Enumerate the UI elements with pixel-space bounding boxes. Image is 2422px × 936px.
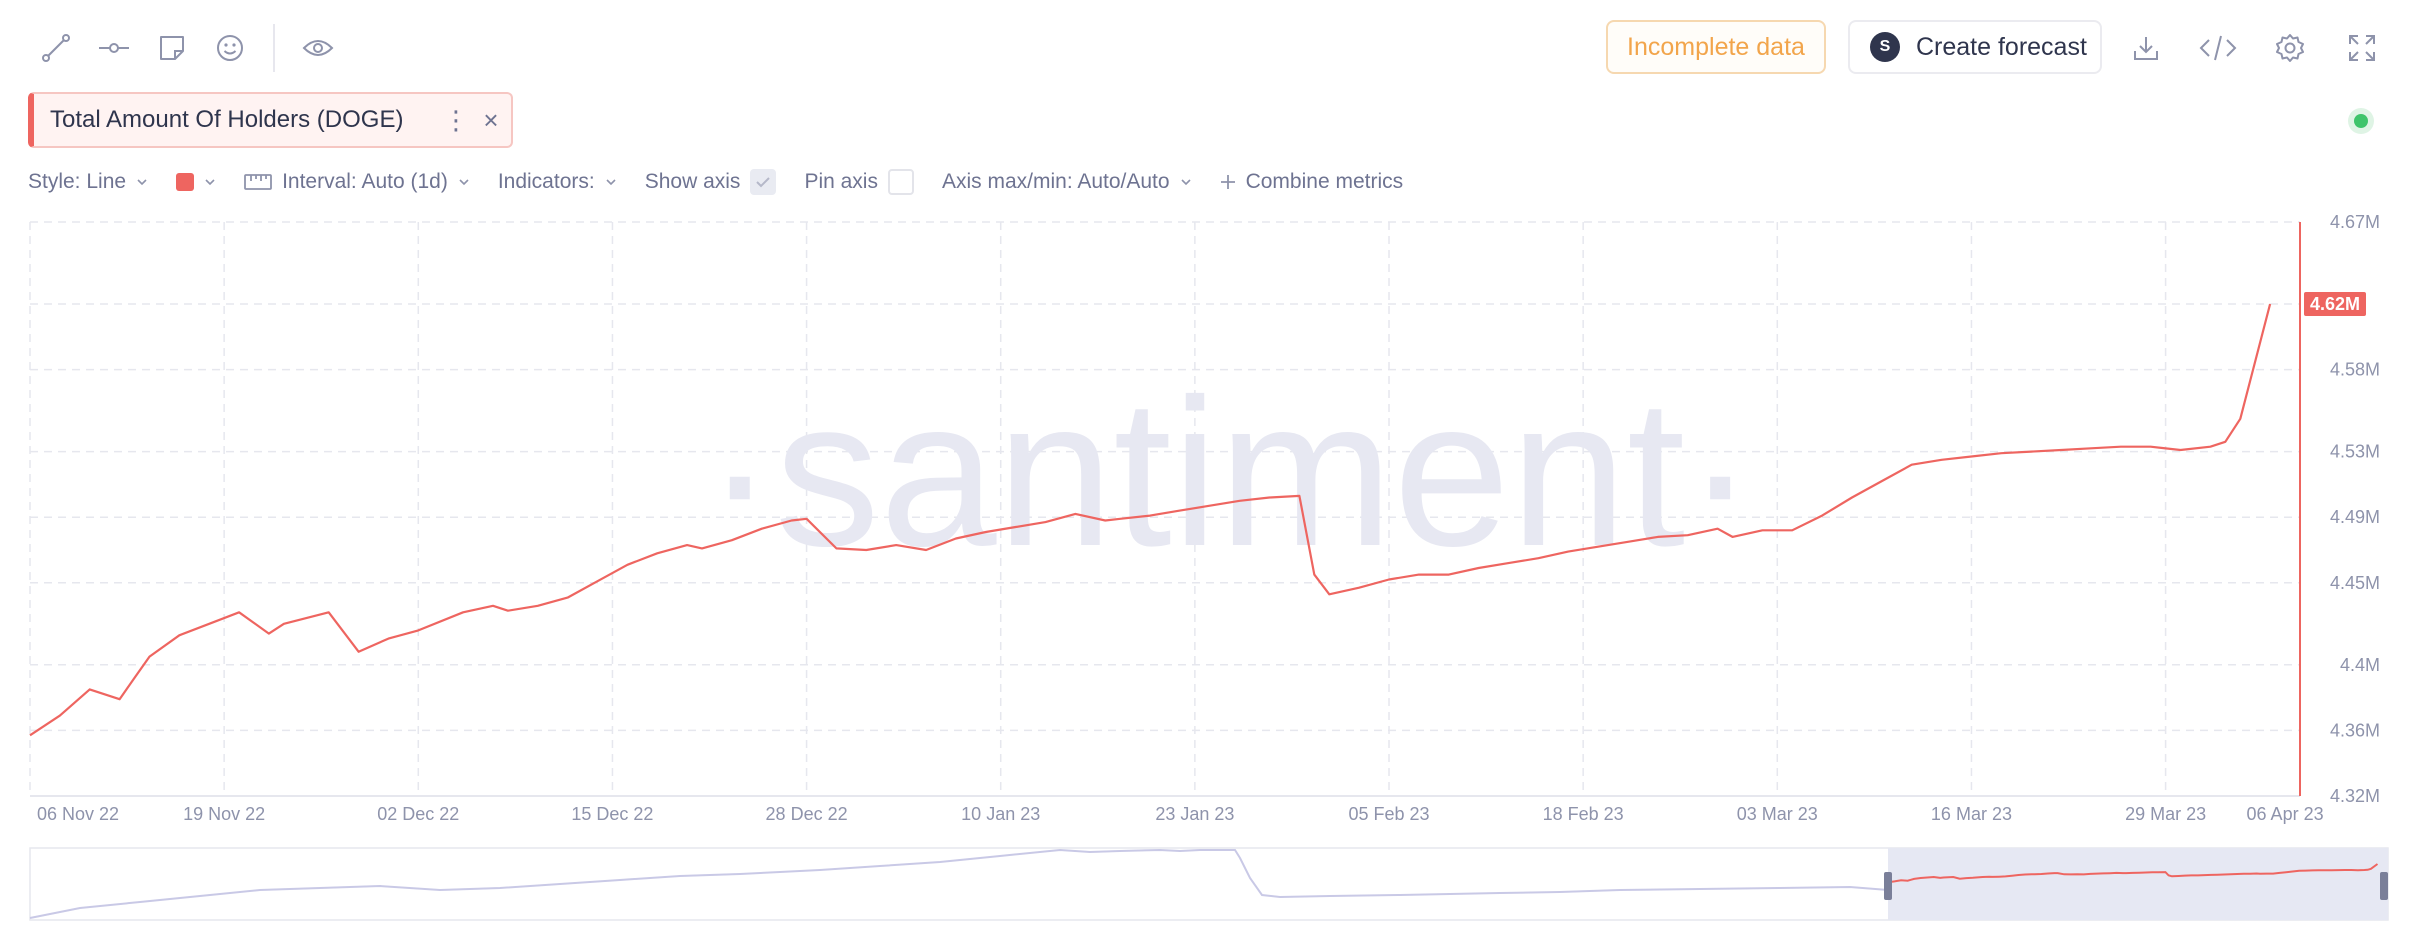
- create-forecast-button[interactable]: S Create forecast: [1848, 20, 2102, 74]
- navigator-selection: [1888, 848, 2388, 920]
- more-options-icon[interactable]: ⋮: [443, 104, 469, 135]
- x-tick-label: 19 Nov 22: [183, 804, 265, 824]
- style-label: Style: Line: [28, 170, 127, 193]
- y-tick-label: 4.4M: [2340, 655, 2380, 675]
- note-icon[interactable]: [152, 28, 192, 68]
- chart-series: [29, 303, 2272, 737]
- create-forecast-label: Create forecast: [1916, 32, 2087, 61]
- interval-select[interactable]: Interval: Auto (1d): [244, 170, 470, 194]
- incomplete-data-label: Incomplete data: [1627, 32, 1805, 61]
- style-select[interactable]: Style: Line: [28, 170, 148, 194]
- emoji-icon[interactable]: [210, 28, 250, 68]
- series-line: [29, 303, 2272, 737]
- line-tool-icon[interactable]: [36, 28, 76, 68]
- show-axis-checkbox[interactable]: [750, 169, 777, 195]
- close-icon[interactable]: ×: [483, 104, 499, 135]
- show-axis-toggle[interactable]: Show axis: [645, 169, 777, 195]
- incomplete-data-button[interactable]: Incomplete data: [1606, 20, 1826, 74]
- santiment-watermark: ·santiment·: [705, 355, 1755, 590]
- chevron-down-icon: [459, 179, 469, 186]
- checkmark-icon: [756, 177, 771, 188]
- metric-label: Total Amount Of Holders (DOGE): [50, 106, 404, 133]
- navigator-selected-line: [1887, 863, 2379, 884]
- interval-label: Interval: Auto (1d): [282, 170, 448, 193]
- navigator-history-line: [29, 848, 1889, 919]
- horizontal-ray-icon[interactable]: [94, 28, 134, 68]
- range-navigator: [29, 847, 2389, 921]
- eye-icon[interactable]: [298, 28, 338, 68]
- x-tick-label: 18 Feb 23: [1543, 804, 1624, 824]
- show-axis-label: Show axis: [644, 170, 741, 193]
- indicators-select[interactable]: Indicators:: [498, 170, 617, 194]
- live-status-indicator: [2348, 108, 2374, 134]
- y-tick-label: 4.58M: [2330, 360, 2380, 380]
- x-tick-label: 05 Feb 23: [1348, 804, 1429, 824]
- indicators-label: Indicators:: [497, 170, 595, 193]
- x-tick-label: 23 Jan 23: [1155, 804, 1234, 824]
- fullscreen-icon[interactable]: [2342, 28, 2382, 68]
- x-tick-label: 10 Jan 23: [961, 804, 1040, 824]
- chart-grid: [29, 221, 2300, 797]
- embed-code-icon[interactable]: [2198, 28, 2238, 68]
- santiment-logo-icon: S: [1870, 32, 1900, 62]
- metric-chip[interactable]: Total Amount Of Holders (DOGE) ⋮ ×: [28, 92, 513, 148]
- combine-metrics-label: Combine metrics: [1245, 170, 1404, 193]
- chevron-down-icon: [1181, 179, 1191, 186]
- y-tick-label: 4.36M: [2330, 720, 2380, 740]
- last-value-label: 4.62M: [2310, 294, 2360, 314]
- pin-axis-label: Pin axis: [804, 170, 878, 193]
- axis-maxmin-select[interactable]: Axis max/min: Auto/Auto: [942, 170, 1192, 194]
- last-value-badge: [2304, 292, 2366, 316]
- x-axis: 06 Nov 22 19 Nov 22 02 Dec 22 15 Dec 22 28 D…: [37, 804, 2324, 824]
- x-tick-label: 29 Mar 23: [2125, 804, 2206, 824]
- color-select[interactable]: [176, 173, 216, 191]
- ruler-icon: [244, 174, 272, 190]
- pin-axis-checkbox[interactable]: [887, 169, 914, 195]
- plus-icon: [1220, 175, 1235, 189]
- y-axis: 4.67M 4.58M 4.53M 4.49M 4.45M 4.4M 4.36M 4.32M 4…: [2299, 212, 2380, 806]
- y-tick-label: 4.32M: [2330, 786, 2380, 806]
- axis-maxmin-label: Axis max/min: Auto/Auto: [941, 170, 1170, 193]
- chart-settings-bar: Style: Line Interval: Auto (1d) Indicato…: [28, 162, 1431, 202]
- navigator-right-handle[interactable]: [2380, 872, 2388, 900]
- x-tick-label: 15 Dec 22: [571, 804, 653, 824]
- x-tick-label: 16 Mar 23: [1931, 804, 2012, 824]
- x-tick-label: 03 Mar 23: [1737, 804, 1818, 824]
- chevron-down-icon: [137, 179, 147, 186]
- color-swatch: [176, 173, 195, 191]
- y-tick-label: 4.53M: [2330, 442, 2380, 462]
- download-icon[interactable]: [2126, 28, 2166, 68]
- y-tick-label: 4.49M: [2330, 507, 2380, 527]
- pin-axis-toggle[interactable]: Pin axis: [804, 169, 914, 195]
- x-tick-label: 06 Apr 23: [2247, 804, 2324, 824]
- x-tick-label: 02 Dec 22: [377, 804, 459, 824]
- chevron-down-icon: [205, 179, 215, 186]
- settings-gear-icon[interactable]: [2270, 28, 2310, 68]
- navigator-left-handle[interactable]: [1884, 872, 1892, 900]
- toolbar-divider: [273, 24, 275, 72]
- y-tick-label: 4.67M: [2330, 212, 2380, 232]
- x-tick-label: 06 Nov 22: [37, 804, 119, 824]
- y-tick-label: 4.45M: [2330, 573, 2380, 593]
- x-tick-label: 28 Dec 22: [766, 804, 848, 824]
- combine-metrics-button[interactable]: Combine metrics: [1220, 170, 1404, 194]
- chevron-down-icon: [606, 179, 616, 186]
